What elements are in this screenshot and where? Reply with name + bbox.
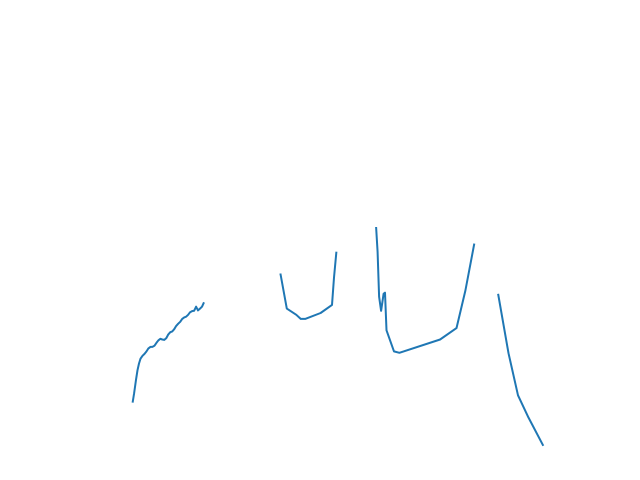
series-layer — [131, 226, 545, 447]
series-0-line-segment-3 — [497, 293, 545, 447]
series-0-line-segment-0 — [131, 301, 205, 403]
series-0-line-segment-1 — [279, 251, 338, 320]
series-0-line-segment-2 — [375, 226, 476, 354]
